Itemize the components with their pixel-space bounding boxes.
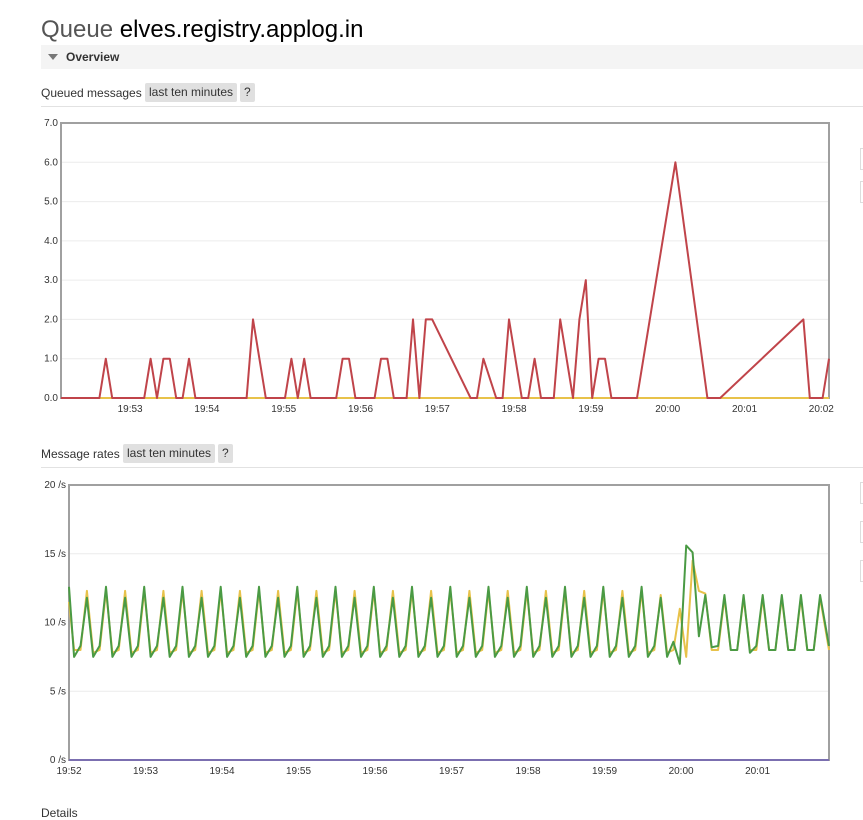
rates-range-button[interactable]: last ten minutes (123, 444, 216, 463)
x-tick-label: 20:00 (655, 404, 680, 415)
x-tick-label: 19:59 (578, 404, 603, 415)
y-tick-label: 5 /s (50, 686, 66, 697)
title-prefix: Queue (41, 16, 114, 43)
x-tick-label: 19:54 (210, 766, 235, 777)
page-title: Queue elves.registry.applog.in (41, 16, 363, 44)
legend-stub (860, 181, 863, 203)
x-tick-label: 20:00 (669, 766, 694, 777)
x-tick-label: 19:55 (271, 404, 296, 415)
rates-help-button[interactable]: ? (218, 444, 233, 463)
y-tick-label: 0.0 (44, 393, 58, 404)
plot-frame (60, 122, 830, 399)
message-rates-label: Message rates (41, 447, 120, 461)
series-line (68, 559, 830, 658)
message-rates-header: Message rates last ten minutes ? (41, 444, 863, 468)
queue-name: elves.registry.applog.in (119, 16, 364, 43)
x-tick-label: 19:54 (194, 404, 219, 415)
y-tick-label: 2.0 (44, 314, 58, 325)
x-tick-label: 20:02 (809, 404, 834, 415)
x-tick-label: 20:01 (745, 766, 770, 777)
y-tick-label: 0 /s (50, 755, 66, 766)
y-tick-label: 6.0 (44, 157, 58, 168)
x-tick-label: 19:53 (118, 404, 143, 415)
legend-stub (860, 560, 863, 582)
legend-stub (860, 521, 863, 543)
queued-help-button[interactable]: ? (240, 83, 255, 102)
x-tick-label: 19:58 (502, 404, 527, 415)
x-tick-label: 19:57 (439, 766, 464, 777)
series-line (68, 544, 830, 665)
queued-range-button[interactable]: last ten minutes (145, 83, 238, 102)
series-line (61, 161, 830, 399)
legend-stub (860, 482, 863, 504)
x-tick-label: 19:56 (363, 766, 388, 777)
x-tick-label: 20:01 (732, 404, 757, 415)
x-tick-label: 19:59 (592, 766, 617, 777)
overview-label: Overview (66, 50, 120, 64)
queued-messages-chart: 0.0 1.0 2.0 3.0 4.0 5.0 6.0 7.0 19:53 19:54 19:55 1… (44, 118, 834, 415)
collapse-triangle-icon (48, 54, 58, 60)
queued-messages-label: Queued messages (41, 86, 142, 100)
x-tick-label: 19:52 (56, 766, 81, 777)
y-tick-label: 7.0 (44, 118, 58, 129)
y-tick-label: 3.0 (44, 275, 58, 286)
y-tick-label: 1.0 (44, 354, 58, 365)
x-tick-label: 19:55 (286, 766, 311, 777)
y-tick-label: 20 /s (44, 480, 66, 491)
overview-section-toggle[interactable]: Overview (41, 45, 863, 69)
x-tick-label: 19:57 (425, 404, 450, 415)
y-tick-label: 5.0 (44, 197, 58, 208)
x-tick-label: 19:56 (348, 404, 373, 415)
y-tick-label: 10 /s (44, 618, 66, 629)
x-tick-label: 19:53 (133, 766, 158, 777)
y-tick-label: 4.0 (44, 236, 58, 247)
details-label: Details (41, 806, 78, 820)
x-tick-label: 19:58 (516, 766, 541, 777)
message-rates-chart: 0 /s 5 /s 10 /s 15 /s 20 /s 19:52 19:53 19:54 19… (44, 480, 830, 777)
y-tick-label: 15 /s (44, 549, 66, 560)
queued-messages-header: Queued messages last ten minutes ? (41, 83, 863, 107)
legend-stub (860, 148, 863, 170)
